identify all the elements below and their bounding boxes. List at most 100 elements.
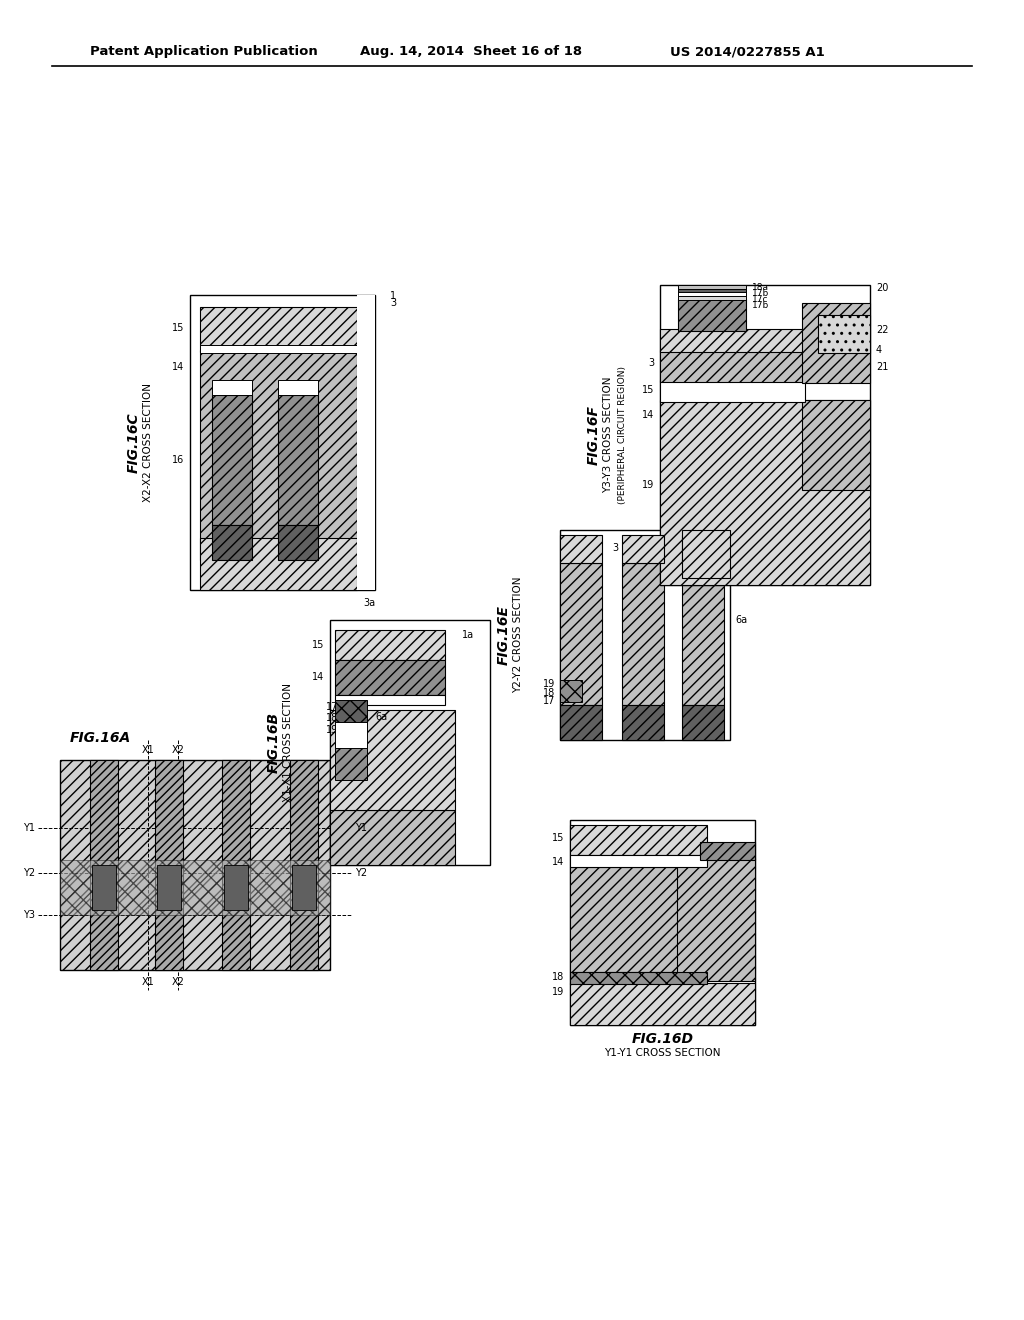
Bar: [802, 304, 870, 383]
Bar: [357, 294, 375, 590]
Text: 3: 3: [648, 358, 654, 368]
Bar: [677, 858, 755, 981]
Text: 19: 19: [552, 987, 564, 997]
Bar: [622, 535, 664, 564]
Text: 18: 18: [543, 688, 555, 698]
Bar: [818, 315, 870, 352]
Bar: [560, 680, 582, 702]
Text: 22: 22: [876, 325, 889, 335]
Bar: [335, 630, 445, 660]
Text: X2: X2: [172, 744, 184, 755]
Text: (PERIPHERAL CIRCUIT REGION): (PERIPHERAL CIRCUIT REGION): [617, 366, 627, 504]
Bar: [155, 760, 183, 970]
Text: 1a: 1a: [462, 630, 474, 640]
Text: Y1: Y1: [23, 822, 35, 833]
Text: 17: 17: [543, 696, 555, 706]
Bar: [335, 719, 367, 748]
Bar: [682, 531, 730, 578]
Bar: [200, 308, 357, 352]
Text: FIG.16C: FIG.16C: [127, 412, 141, 473]
Text: 17c: 17c: [752, 296, 768, 305]
Bar: [92, 865, 116, 909]
Text: 6a: 6a: [375, 711, 387, 722]
Bar: [678, 285, 746, 289]
Bar: [212, 380, 252, 395]
Text: FIG.16D: FIG.16D: [632, 1032, 693, 1045]
Bar: [570, 867, 707, 972]
Text: Y3: Y3: [23, 909, 35, 920]
Bar: [678, 300, 746, 331]
Bar: [212, 395, 252, 525]
Text: Y3-Y3 CROSS SECTION: Y3-Y3 CROSS SECTION: [603, 376, 613, 494]
Text: 15: 15: [172, 323, 184, 333]
Bar: [222, 760, 250, 970]
Text: 14: 14: [311, 672, 324, 682]
Bar: [678, 288, 746, 292]
Text: 14: 14: [552, 857, 564, 867]
Bar: [570, 820, 755, 1026]
Text: 4: 4: [876, 345, 882, 355]
Text: 6a: 6a: [735, 615, 748, 624]
Text: Y2: Y2: [23, 869, 35, 878]
Bar: [330, 810, 455, 865]
Text: FIG.16A: FIG.16A: [70, 731, 131, 744]
Text: Y2: Y2: [355, 869, 368, 878]
Text: 19: 19: [326, 725, 338, 735]
Bar: [60, 861, 330, 915]
Bar: [570, 825, 707, 855]
Bar: [682, 705, 724, 741]
Bar: [570, 983, 755, 1026]
Text: FIG.16B: FIG.16B: [267, 711, 281, 774]
Bar: [278, 525, 318, 560]
Bar: [224, 865, 248, 909]
Bar: [678, 290, 746, 296]
Bar: [560, 531, 730, 741]
Bar: [560, 535, 602, 564]
Text: 3a: 3a: [362, 598, 375, 609]
Text: X1-X1 CROSS SECTION: X1-X1 CROSS SECTION: [283, 682, 293, 803]
Bar: [335, 700, 367, 722]
Bar: [660, 350, 805, 381]
Bar: [335, 744, 367, 780]
Bar: [330, 620, 490, 865]
Bar: [200, 539, 357, 590]
Text: Y1: Y1: [355, 822, 367, 833]
Text: X1: X1: [141, 744, 155, 755]
Bar: [660, 329, 805, 352]
Bar: [278, 395, 318, 525]
Bar: [660, 400, 870, 585]
Text: US 2014/0227855 A1: US 2014/0227855 A1: [670, 45, 824, 58]
Bar: [802, 400, 870, 490]
Bar: [570, 855, 707, 867]
Text: 16: 16: [172, 455, 184, 465]
Text: X1: X1: [141, 977, 155, 987]
Bar: [335, 696, 445, 705]
Text: 17: 17: [326, 702, 338, 711]
Text: 20: 20: [876, 282, 889, 293]
Bar: [292, 865, 316, 909]
Bar: [660, 380, 805, 403]
Text: FIG.16E: FIG.16E: [497, 605, 511, 665]
Bar: [157, 865, 181, 909]
Bar: [560, 705, 602, 741]
Bar: [660, 285, 870, 585]
Bar: [682, 535, 724, 564]
Bar: [335, 660, 445, 696]
Text: X2: X2: [172, 977, 184, 987]
Text: X2-X2 CROSS SECTION: X2-X2 CROSS SECTION: [143, 383, 153, 502]
Text: 18a: 18a: [752, 284, 769, 293]
Text: 19: 19: [543, 678, 555, 689]
Text: Y1-Y1 CROSS SECTION: Y1-Y1 CROSS SECTION: [604, 1048, 721, 1059]
Bar: [200, 345, 357, 352]
Bar: [622, 564, 664, 705]
Text: 18: 18: [326, 713, 338, 723]
Bar: [622, 705, 664, 741]
Text: 15: 15: [642, 385, 654, 395]
Bar: [570, 972, 707, 983]
Text: 15: 15: [311, 640, 324, 649]
Bar: [60, 760, 330, 970]
Text: Aug. 14, 2014  Sheet 16 of 18: Aug. 14, 2014 Sheet 16 of 18: [360, 45, 582, 58]
Text: 3: 3: [390, 298, 396, 308]
Bar: [200, 350, 357, 560]
Bar: [560, 564, 602, 705]
